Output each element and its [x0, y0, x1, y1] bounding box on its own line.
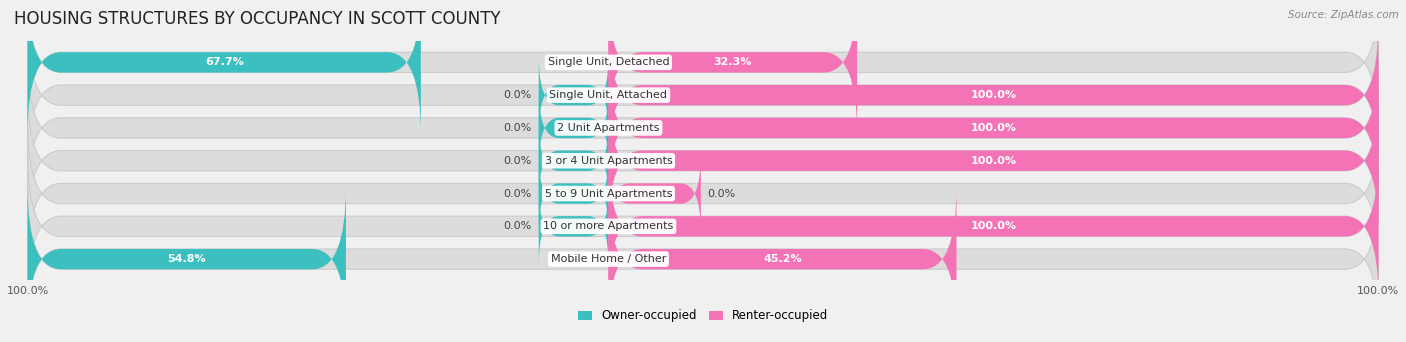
Text: 100.0%: 100.0%	[970, 221, 1017, 231]
Text: 54.8%: 54.8%	[167, 254, 207, 264]
Legend: Owner-occupied, Renter-occupied: Owner-occupied, Renter-occupied	[572, 305, 834, 327]
Text: 0.0%: 0.0%	[503, 90, 531, 100]
Text: 3 or 4 Unit Apartments: 3 or 4 Unit Apartments	[544, 156, 672, 166]
Text: 100.0%: 100.0%	[970, 123, 1017, 133]
Text: 0.0%: 0.0%	[503, 156, 531, 166]
FancyBboxPatch shape	[538, 187, 609, 265]
Text: HOUSING STRUCTURES BY OCCUPANCY IN SCOTT COUNTY: HOUSING STRUCTURES BY OCCUPANCY IN SCOTT…	[14, 10, 501, 28]
Text: Source: ZipAtlas.com: Source: ZipAtlas.com	[1288, 10, 1399, 20]
Text: 100.0%: 100.0%	[970, 156, 1017, 166]
FancyBboxPatch shape	[538, 56, 609, 134]
Text: 67.7%: 67.7%	[205, 57, 243, 67]
Text: 0.0%: 0.0%	[707, 188, 735, 199]
FancyBboxPatch shape	[609, 56, 1378, 200]
Text: Mobile Home / Other: Mobile Home / Other	[551, 254, 666, 264]
FancyBboxPatch shape	[538, 89, 609, 167]
Text: 45.2%: 45.2%	[763, 254, 801, 264]
FancyBboxPatch shape	[609, 187, 956, 331]
FancyBboxPatch shape	[28, 122, 1378, 265]
FancyBboxPatch shape	[609, 155, 700, 233]
FancyBboxPatch shape	[28, 0, 420, 134]
Text: Single Unit, Attached: Single Unit, Attached	[550, 90, 668, 100]
FancyBboxPatch shape	[28, 187, 1378, 331]
Text: 10 or more Apartments: 10 or more Apartments	[543, 221, 673, 231]
Text: 5 to 9 Unit Apartments: 5 to 9 Unit Apartments	[544, 188, 672, 199]
Text: 0.0%: 0.0%	[503, 221, 531, 231]
FancyBboxPatch shape	[538, 122, 609, 200]
FancyBboxPatch shape	[28, 89, 1378, 233]
FancyBboxPatch shape	[28, 155, 1378, 298]
FancyBboxPatch shape	[609, 155, 1378, 298]
FancyBboxPatch shape	[609, 89, 1378, 233]
FancyBboxPatch shape	[609, 0, 858, 134]
FancyBboxPatch shape	[28, 187, 346, 331]
Text: Single Unit, Detached: Single Unit, Detached	[547, 57, 669, 67]
FancyBboxPatch shape	[538, 155, 609, 233]
Text: 0.0%: 0.0%	[503, 123, 531, 133]
Text: 100.0%: 100.0%	[970, 90, 1017, 100]
FancyBboxPatch shape	[28, 23, 1378, 167]
Text: 0.0%: 0.0%	[503, 188, 531, 199]
Text: 2 Unit Apartments: 2 Unit Apartments	[557, 123, 659, 133]
Text: 32.3%: 32.3%	[714, 57, 752, 67]
FancyBboxPatch shape	[609, 23, 1378, 167]
FancyBboxPatch shape	[28, 56, 1378, 200]
FancyBboxPatch shape	[28, 0, 1378, 134]
